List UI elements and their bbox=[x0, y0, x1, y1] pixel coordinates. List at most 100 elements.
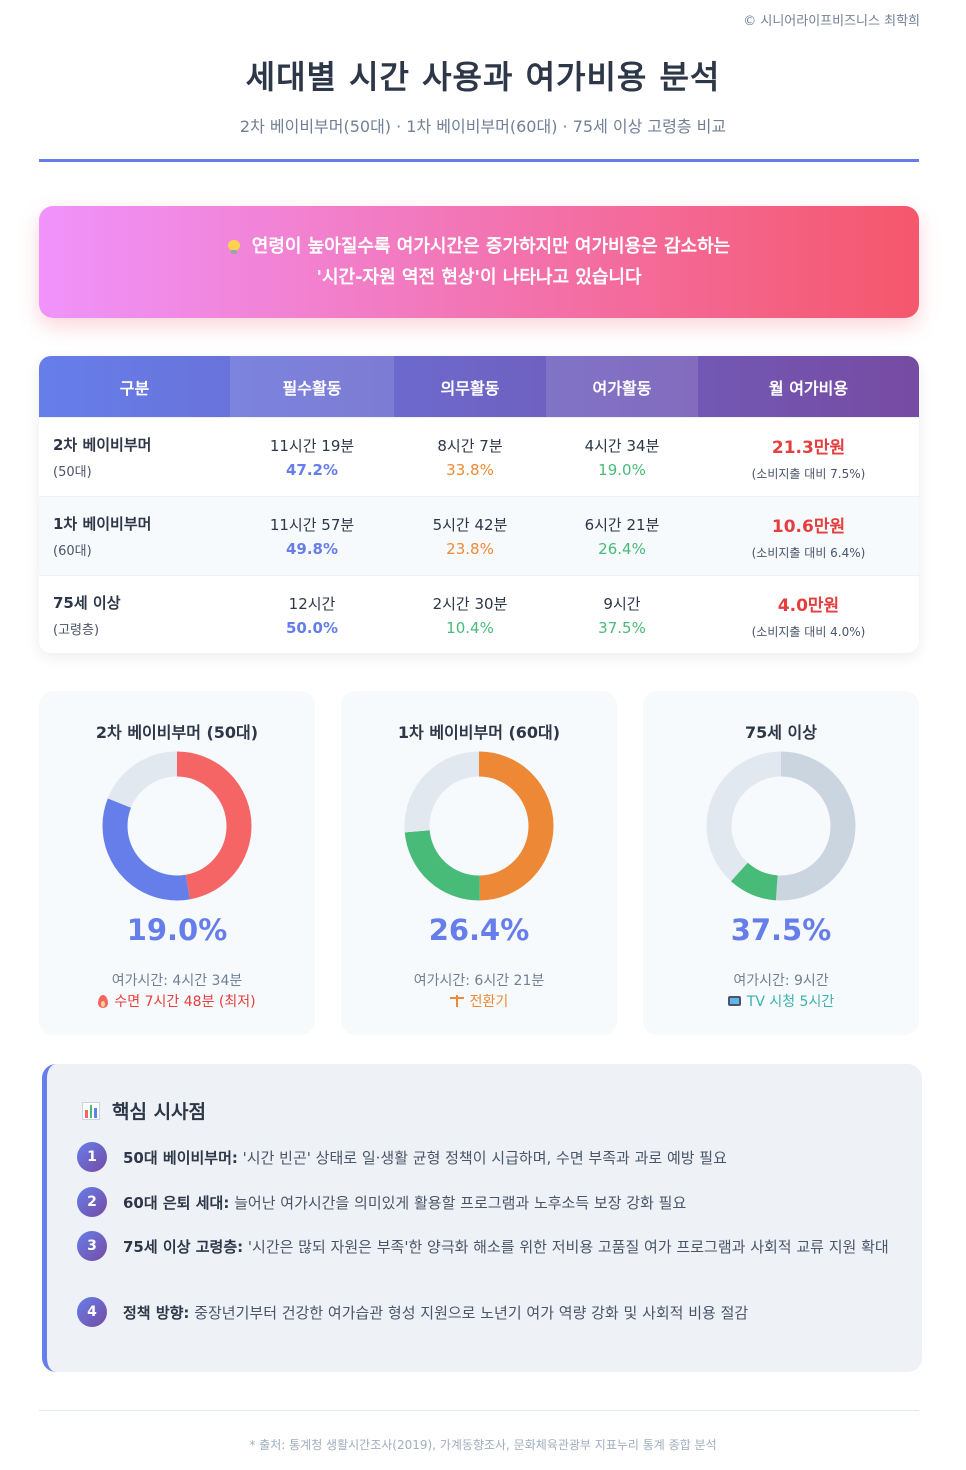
insight-body: '시간은 많되 자원은 부족'한 양극화 해소를 위한 저비용 고품질 여가 프… bbox=[243, 1238, 889, 1256]
obligatory-pct: 33.8% bbox=[446, 461, 494, 479]
cost-ratio: (소비지출 대비 6.4%) bbox=[751, 545, 866, 560]
leisure-time-text: 여가시간: 6시간 21분 bbox=[413, 973, 545, 989]
monthly-cost: 10.6만원 bbox=[771, 516, 846, 537]
leisure-percentage: 26.4% bbox=[428, 913, 530, 947]
donut-segment-2 bbox=[706, 751, 856, 901]
scale-icon bbox=[449, 995, 464, 1007]
header-category: 구분 bbox=[119, 378, 150, 398]
essential-pct: 50.0% bbox=[285, 619, 339, 637]
group-name: 75세 이상 bbox=[53, 594, 121, 612]
insight-body: 늘어난 여가시간을 의미있게 활용할 프로그램과 노후소득 보장 강화 필요 bbox=[229, 1194, 687, 1212]
group-sub: (고령층) bbox=[53, 623, 100, 638]
group-name: 2차 베이비부머 bbox=[53, 436, 152, 454]
insight-label: 75세 이상 고령층: bbox=[123, 1238, 244, 1256]
cost-ratio: (소비지출 대비 7.5%) bbox=[751, 466, 866, 481]
donut-segment-1 bbox=[102, 751, 252, 901]
card-note: TV 시청 5시간 bbox=[643, 991, 919, 1011]
insight-label: 50대 베이비부머: bbox=[123, 1149, 238, 1167]
cost-ratio: (소비지출 대비 4.0%) bbox=[751, 624, 866, 639]
insight-text: 50대 베이비부머: '시간 빈곤' 상태로 일·생활 균형 정책이 시급하며,… bbox=[123, 1146, 727, 1171]
leisure-percentage: 19.0% bbox=[126, 913, 228, 947]
group-sub: (50대) bbox=[53, 465, 92, 480]
essential-time: 12시간 bbox=[288, 595, 336, 613]
key-insights-panel: 핵심 시사점 1 50대 베이비부머: '시간 빈곤' 상태로 일·생활 균형 … bbox=[42, 1064, 922, 1372]
insight-item: 2 60대 은퇴 세대: 늘어난 여가시간을 의미있게 활용할 프로그램과 노후… bbox=[77, 1187, 907, 1217]
banner-line-1: 연령이 높아질수록 여가시간은 증가하지만 여가비용은 감소하는 bbox=[251, 236, 731, 257]
donut-chart bbox=[706, 751, 856, 901]
essential-pct: 47.2% bbox=[285, 461, 339, 479]
leisure-time: 4시간 34분 bbox=[584, 437, 660, 455]
fire-icon bbox=[98, 994, 109, 1008]
obligatory-time: 5시간 42분 bbox=[432, 516, 508, 534]
table-row: 2차 베이비부머 (50대) 11시간 19분 47.2% 8시간 7분 33.8% … bbox=[39, 417, 919, 496]
header-essential: 필수활동 bbox=[230, 356, 394, 417]
donut-chart bbox=[102, 751, 252, 901]
insight-text: 75세 이상 고령층: '시간은 많되 자원은 부족'한 양극화 해소를 위한 … bbox=[123, 1235, 889, 1260]
insight-number: 4 bbox=[77, 1297, 107, 1327]
obligatory-time: 8시간 7분 bbox=[437, 437, 503, 455]
bar-chart-icon bbox=[82, 1101, 100, 1120]
page-subtitle: 2차 베이비부머(50대) · 1차 베이비부머(60대) · 75세 이상 고… bbox=[239, 117, 727, 136]
insight-body: '시간 빈곤' 상태로 일·생활 균형 정책이 시급하며, 수면 부족과 과로 … bbox=[237, 1149, 727, 1167]
card-note: 수면 7시간 48분 (최저) bbox=[39, 991, 315, 1011]
card-note-text: 수면 7시간 48분 (최저) bbox=[114, 994, 256, 1010]
page-title: 세대별 시간 사용과 여가비용 분석 bbox=[245, 58, 721, 96]
header-leisure: 여가활동 bbox=[546, 356, 698, 417]
copyright: © 시니어라이프비즈니스 최학희 bbox=[743, 14, 920, 29]
insight-item: 4 정책 방향: 중장년기부터 건강한 여가습관 형성 지원으로 노년기 여가 … bbox=[77, 1297, 907, 1327]
obligatory-time: 2시간 30분 bbox=[432, 595, 508, 613]
generation-card-60s: 1차 베이비부머 (60대) 26.4% 여가시간: 6시간 21분 전환기 bbox=[341, 691, 617, 1035]
table-row: 75세 이상 (고령층) 12시간 50.0% 2시간 30분 10.4% 9시간 37… bbox=[39, 575, 919, 653]
header-monthly-cost: 월 여가비용 bbox=[768, 378, 849, 398]
insight-text: 정책 방향: 중장년기부터 건강한 여가습관 형성 지원으로 노년기 여가 역량… bbox=[123, 1301, 748, 1326]
leisure-pct: 19.0% bbox=[598, 461, 646, 479]
donut-segment-2 bbox=[404, 751, 554, 901]
lightbulb-icon bbox=[227, 239, 240, 254]
card-note: 전환기 bbox=[341, 991, 617, 1011]
leisure-time-text: 여가시간: 4시간 34분 bbox=[111, 973, 243, 989]
table-row: 1차 베이비부머 (60대) 11시간 57분 49.8% 5시간 42분 23.8%… bbox=[39, 496, 919, 575]
insights-title: 핵심 시사점 bbox=[112, 1101, 207, 1123]
insights-header: 핵심 시사점 bbox=[82, 1097, 206, 1124]
generation-card-75plus: 75세 이상 37.5% 여가시간: 9시간 TV 시청 5시간 bbox=[643, 691, 919, 1035]
donut-segment-1 bbox=[404, 751, 554, 901]
group-name: 1차 베이비부머 bbox=[53, 515, 152, 533]
title-divider bbox=[39, 159, 919, 162]
leisure-time: 9시간 bbox=[603, 595, 641, 613]
key-message-banner: 연령이 높아질수록 여가시간은 증가하지만 여가비용은 감소하는 '시간-자원 … bbox=[39, 206, 919, 318]
comparison-table: 구분 필수활동 의무활동 여가활동 월 여가비용 2차 베이비부머 (50대) 1… bbox=[39, 356, 919, 653]
monthly-cost: 4.0만원 bbox=[777, 595, 840, 616]
card-title: 1차 베이비부머 (60대) bbox=[397, 723, 561, 742]
card-note-text: TV 시청 5시간 bbox=[746, 994, 835, 1010]
essential-time: 11시간 19분 bbox=[269, 437, 355, 455]
insight-label: 60대 은퇴 세대: bbox=[123, 1194, 230, 1212]
leisure-percentage: 37.5% bbox=[730, 913, 832, 947]
insight-number: 1 bbox=[77, 1142, 107, 1172]
tv-icon bbox=[727, 996, 741, 1006]
essential-pct: 49.8% bbox=[285, 540, 339, 558]
card-title: 75세 이상 bbox=[745, 723, 817, 742]
table-header: 구분 필수활동 의무활동 여가활동 월 여가비용 bbox=[39, 356, 919, 417]
monthly-cost: 21.3만원 bbox=[771, 437, 846, 458]
leisure-time: 6시간 21분 bbox=[584, 516, 660, 534]
header-obligatory: 의무활동 bbox=[440, 378, 500, 398]
essential-time: 11시간 57분 bbox=[269, 516, 355, 534]
leisure-time-text: 여가시간: 9시간 bbox=[733, 973, 829, 989]
card-note-text: 전환기 bbox=[469, 994, 509, 1010]
insight-label: 정책 방향: bbox=[123, 1304, 190, 1322]
donut-segment-2 bbox=[102, 751, 252, 901]
footer-divider bbox=[39, 1410, 919, 1411]
banner-line-2: '시간-자원 역전 현상'이 나타나고 있습니다 bbox=[316, 267, 642, 288]
generation-card-50s: 2차 베이비부머 (50대) 19.0% 여가시간: 4시간 34분 수면 7시… bbox=[39, 691, 315, 1035]
insight-item: 3 75세 이상 고령층: '시간은 많되 자원은 부족'한 양극화 해소를 위… bbox=[77, 1231, 907, 1261]
leisure-pct: 37.5% bbox=[598, 619, 646, 637]
source-footnote: * 출처: 통계청 생활시간조사(2019), 가계동향조사, 문화체육관광부 … bbox=[249, 1438, 717, 1452]
insight-item: 1 50대 베이비부머: '시간 빈곤' 상태로 일·생활 균형 정책이 시급하… bbox=[77, 1142, 907, 1172]
leisure-pct: 26.4% bbox=[598, 540, 646, 558]
insight-text: 60대 은퇴 세대: 늘어난 여가시간을 의미있게 활용할 프로그램과 노후소득… bbox=[123, 1191, 686, 1216]
card-title: 2차 베이비부머 (50대) bbox=[95, 723, 259, 742]
donut-chart bbox=[404, 751, 554, 901]
obligatory-pct: 23.8% bbox=[446, 540, 494, 558]
insight-number: 2 bbox=[77, 1187, 107, 1217]
insight-body: 중장년기부터 건강한 여가습관 형성 지원으로 노년기 여가 역량 강화 및 사… bbox=[189, 1304, 749, 1322]
